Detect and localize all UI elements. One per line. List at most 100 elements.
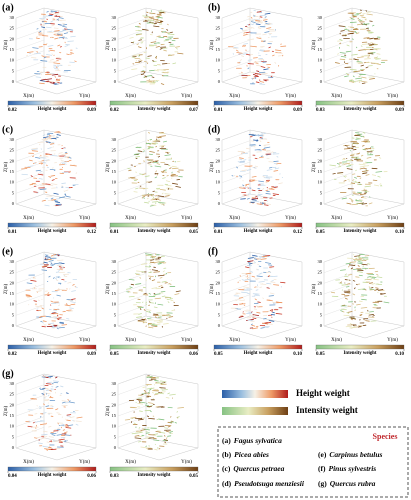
point-stroke: [35, 76, 41, 78]
axis-line: [364, 81, 405, 95]
point-stroke: [54, 11, 60, 14]
colorbar: [7, 344, 97, 350]
point-stroke: [234, 293, 239, 295]
point-stroke: [49, 389, 52, 392]
plot-axes: [117, 129, 199, 217]
y-axis-label: Y(m): [181, 216, 192, 221]
point-stroke: [165, 430, 170, 433]
z-tick-label: 15: [10, 413, 15, 418]
point-stroke: [45, 78, 53, 80]
point-stroke: [248, 263, 251, 266]
point-stroke: [58, 36, 65, 39]
z-axis-label: Z(m): [312, 284, 317, 295]
point-stroke: [61, 416, 64, 418]
point-stroke: [372, 301, 380, 304]
point-stroke: [262, 176, 266, 178]
point-stroke: [248, 18, 252, 21]
point-stroke: [156, 197, 160, 199]
point-stroke: [258, 17, 261, 19]
point-stroke: [259, 201, 263, 203]
point-stroke: [346, 291, 351, 293]
point-stroke: [155, 170, 157, 173]
point-stroke: [146, 415, 149, 418]
point-stroke: [361, 170, 369, 172]
colorbar-tick-label: 0.09: [87, 352, 96, 357]
z-axis-label: Z(m): [4, 406, 9, 417]
point-stroke: [62, 429, 66, 431]
point-stroke: [341, 197, 347, 200]
point-stroke: [49, 82, 55, 84]
point-stroke: [143, 51, 147, 53]
point-stroke: [270, 75, 273, 78]
point-stroke: [50, 175, 56, 177]
point-stroke: [140, 73, 145, 75]
point-stroke: [48, 176, 52, 178]
point-stroke: [163, 323, 169, 325]
axis-line: [323, 203, 366, 217]
grid-line: [221, 262, 251, 273]
point-stroke: [369, 37, 374, 40]
species-entry: (e) Carpinus betulus: [318, 450, 383, 459]
point-stroke: [150, 194, 154, 196]
point-stroke: [351, 145, 356, 148]
point-stroke: [146, 11, 149, 14]
colorbar: [7, 222, 97, 228]
point-stroke: [44, 448, 51, 450]
colorbar-tick-label: 0.05: [189, 230, 198, 235]
z-tick-label: 25: [318, 148, 323, 153]
point-stroke: [146, 310, 150, 313]
point-stroke: [165, 195, 170, 197]
point-stroke: [40, 32, 44, 34]
point-stroke: [70, 52, 74, 54]
z-tick-label: 5: [12, 434, 15, 439]
point-stroke: [344, 145, 348, 147]
z-tick-label: 25: [318, 270, 323, 275]
point-stroke: [243, 159, 247, 161]
grid-line: [221, 294, 251, 305]
point-stroke: [41, 321, 44, 324]
point-stroke: [30, 175, 33, 178]
point-stroke: [27, 51, 34, 53]
point-stroke: [176, 411, 179, 413]
point-stroke: [176, 47, 178, 50]
point-stroke: [340, 281, 342, 284]
point-stroke: [56, 431, 59, 433]
point-stroke: [47, 184, 54, 187]
point-stroke: [64, 45, 69, 47]
point-stroke: [380, 184, 382, 187]
point-stroke: [366, 13, 373, 16]
point-stroke: [356, 23, 363, 26]
point-stroke: [56, 318, 60, 321]
grid-line: [323, 273, 353, 284]
plot-axes: [15, 129, 97, 217]
z-tick-label: 0: [218, 79, 221, 84]
z-tick-label: 5: [320, 68, 323, 73]
point-stroke: [368, 314, 374, 316]
point-stroke: [147, 132, 151, 134]
grid-line: [323, 183, 353, 194]
point-stroke: [42, 266, 48, 268]
point-stroke: [259, 272, 263, 275]
point-stroke: [49, 446, 52, 448]
point-stroke: [41, 265, 48, 268]
point-stroke: [155, 405, 160, 408]
point-stroke: [246, 197, 250, 200]
z-tick-label: 25: [216, 270, 221, 275]
z-tick-label: 5: [12, 68, 15, 73]
point-stroke: [67, 424, 74, 427]
point-stroke: [41, 26, 46, 29]
point-stroke: [75, 423, 79, 426]
grid-line: [221, 251, 251, 263]
colorbar-tick-label: 0.09: [87, 108, 96, 113]
point-stroke: [56, 294, 61, 297]
point-stroke: [159, 391, 166, 393]
plot-axes: [117, 251, 199, 339]
point-stroke: [247, 59, 253, 61]
point-stroke: [26, 296, 31, 299]
point-stroke: [42, 320, 47, 322]
point-stroke: [374, 289, 377, 292]
z-axis-label: Z(m): [210, 284, 215, 295]
point-stroke: [51, 326, 59, 328]
z-tick-label: 20: [10, 36, 15, 41]
point-stroke: [165, 38, 172, 40]
